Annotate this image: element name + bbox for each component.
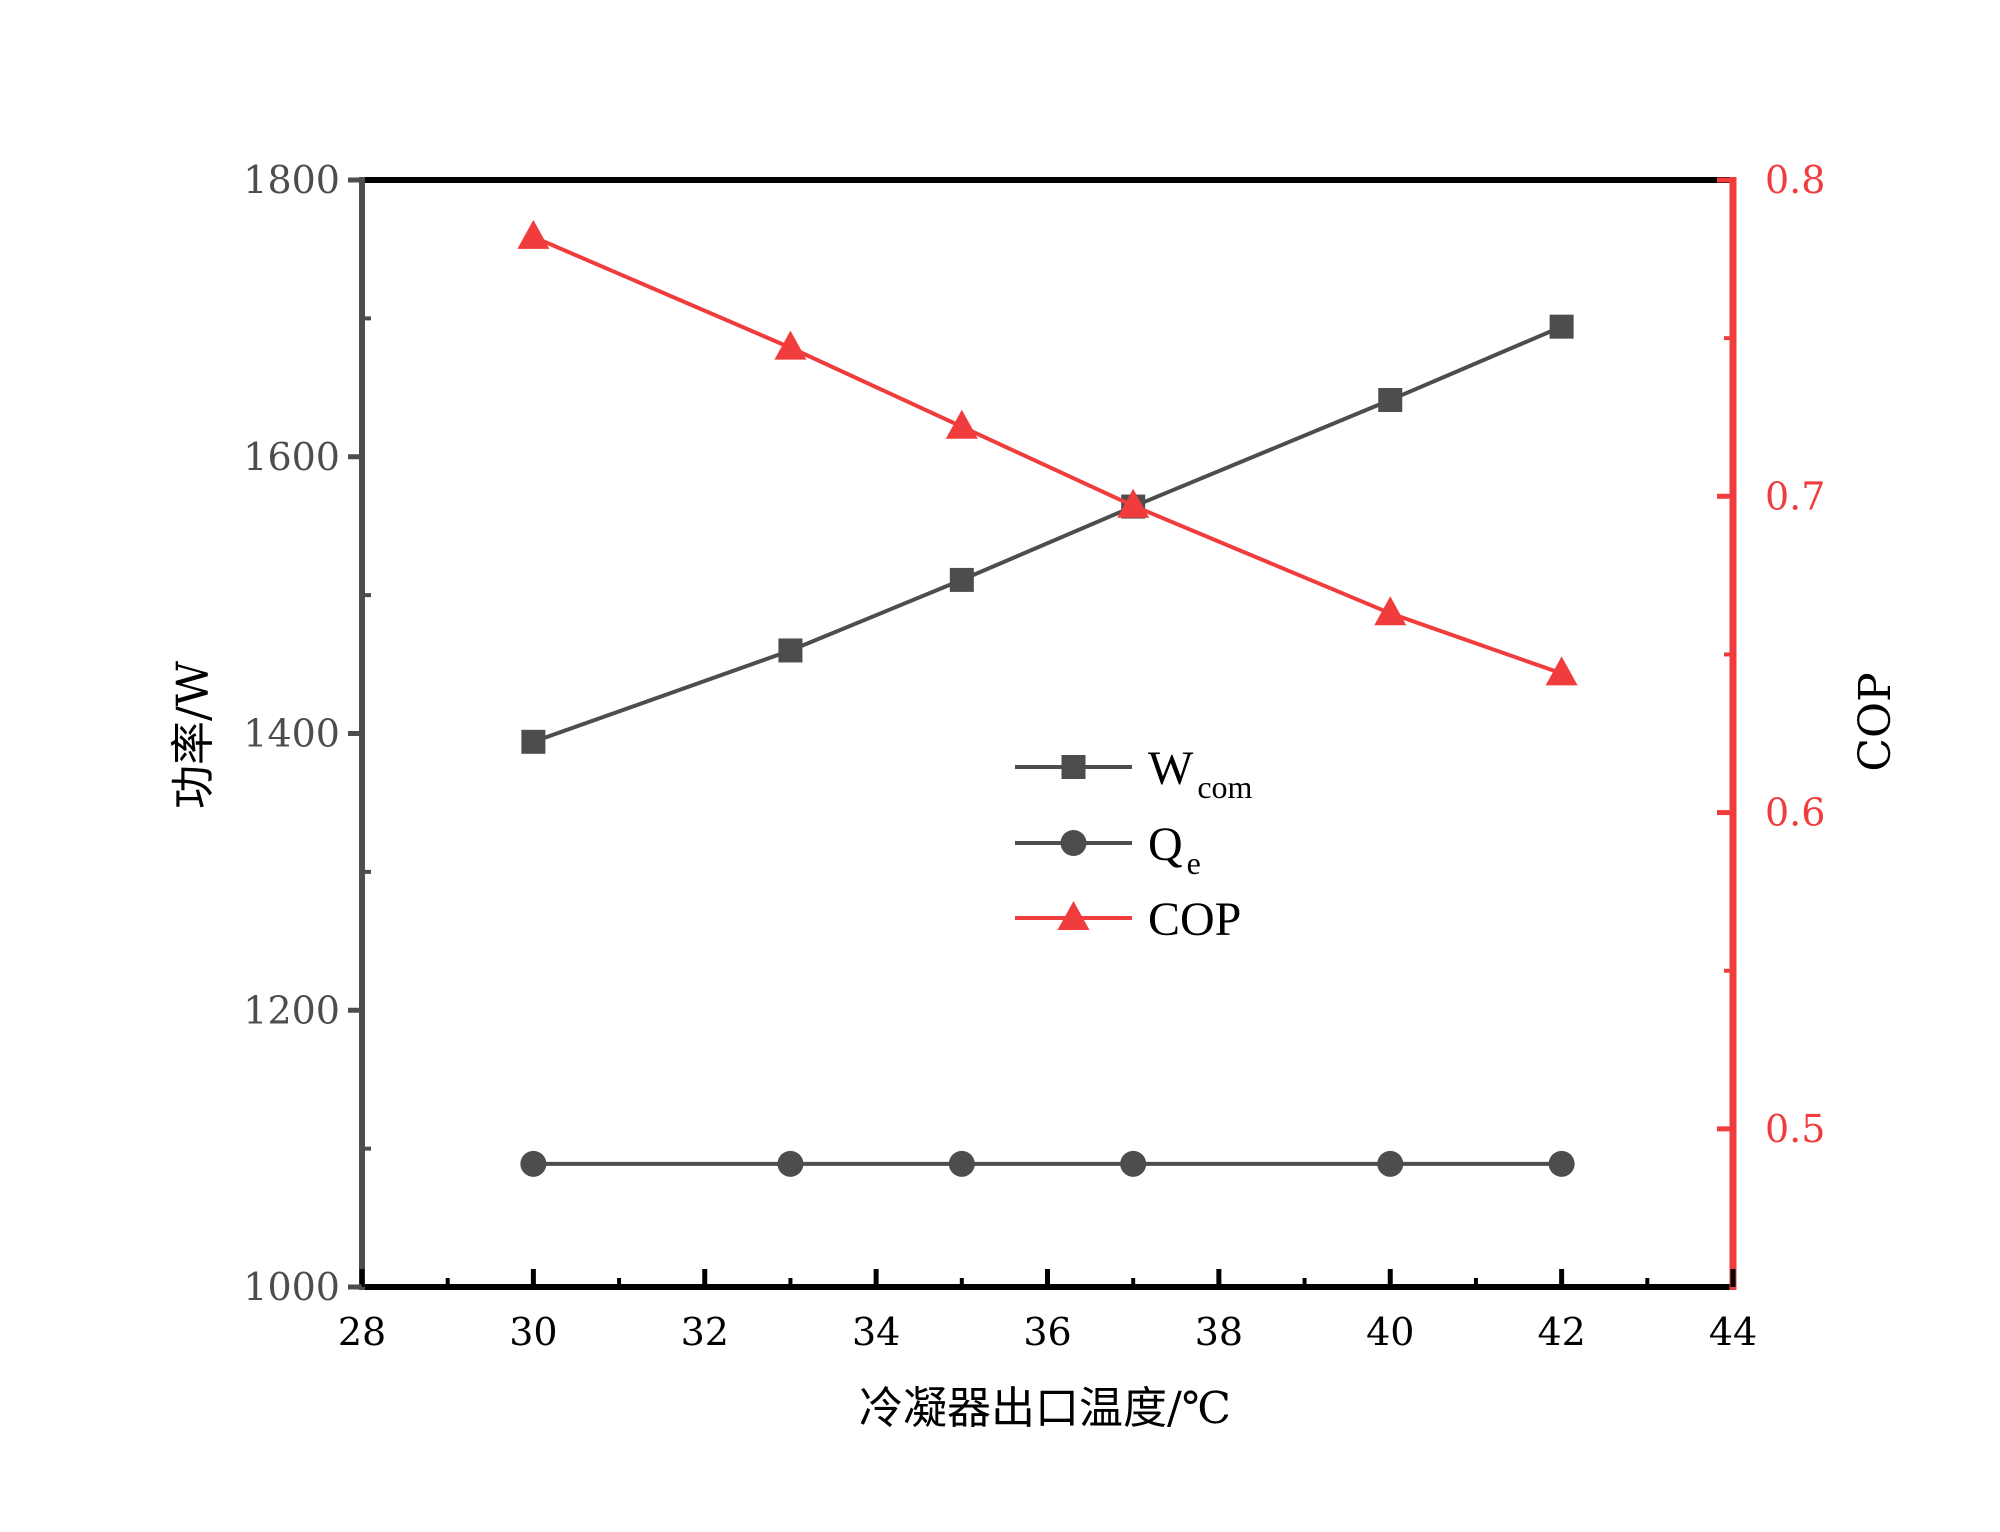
legend-label-main: COP <box>1148 893 1241 946</box>
plot-frame <box>359 177 1737 1290</box>
x-tick-label: 44 <box>1709 1310 1757 1354</box>
data-point <box>1545 656 1578 686</box>
data-point <box>945 409 978 439</box>
data-point <box>1549 314 1574 339</box>
series-wcom <box>521 314 1574 754</box>
series-line <box>532 324 1563 744</box>
data-point <box>774 330 807 360</box>
legend-marker <box>1060 830 1087 856</box>
y-tick-label: 1200 <box>243 988 340 1032</box>
data-point <box>1120 1150 1147 1177</box>
series-qe <box>520 1150 1575 1177</box>
legend-label-main: W <box>1148 742 1194 795</box>
legend-label: COP <box>1148 893 1241 946</box>
data-point <box>948 1150 975 1177</box>
x-tick-label: 42 <box>1537 1310 1585 1354</box>
x-tick-label: 34 <box>852 1310 900 1354</box>
legend-item: COP <box>1015 893 1241 946</box>
y2-tick-label: 0.5 <box>1765 1107 1825 1151</box>
data-point <box>1548 1150 1575 1177</box>
x-axis-title: 冷凝器出口温度/℃ <box>859 1383 1231 1434</box>
y2-tick-label: 0.7 <box>1765 474 1825 518</box>
data-point <box>1374 596 1407 626</box>
legend-label-main: Q <box>1148 818 1183 871</box>
data-point <box>520 1150 547 1177</box>
y2-axis-title: COP <box>1850 672 1901 771</box>
x-tick-label: 40 <box>1366 1310 1414 1354</box>
x-tick-label: 28 <box>338 1310 386 1354</box>
x-tick-label: 30 <box>509 1310 557 1354</box>
data-point <box>1378 388 1403 413</box>
data-point <box>778 638 803 663</box>
legend-label-subscript: com <box>1197 769 1252 805</box>
x-tick-label: 36 <box>1023 1310 1071 1354</box>
data-point <box>1117 488 1150 518</box>
legend-marker <box>1057 901 1090 930</box>
series-layer <box>517 219 1578 1177</box>
series-line <box>532 235 1563 676</box>
series-cop <box>517 219 1578 686</box>
data-point <box>1377 1150 1404 1177</box>
y-tick-label: 1800 <box>243 158 340 202</box>
x-tick-label: 32 <box>681 1310 729 1354</box>
data-point <box>517 219 550 249</box>
x-tick-label: 38 <box>1195 1310 1243 1354</box>
y-axis-title: 功率/W <box>168 660 219 809</box>
y-tick-label: 1600 <box>243 435 340 479</box>
y-tick-label: 1400 <box>243 712 340 756</box>
legend-marker <box>1061 755 1086 779</box>
axis-ticks: 28 30 32 34 36 38 40 42 44 1000 1200 1400 1600 1800 0.… <box>243 158 1825 1354</box>
data-point <box>949 567 974 592</box>
y2-tick-label: 0.6 <box>1765 791 1825 835</box>
data-point <box>521 729 546 754</box>
data-point <box>777 1150 804 1177</box>
y-tick-label: 1000 <box>243 1265 340 1309</box>
legend-label-subscript: e <box>1187 845 1201 881</box>
y2-tick-label: 0.8 <box>1765 158 1825 202</box>
